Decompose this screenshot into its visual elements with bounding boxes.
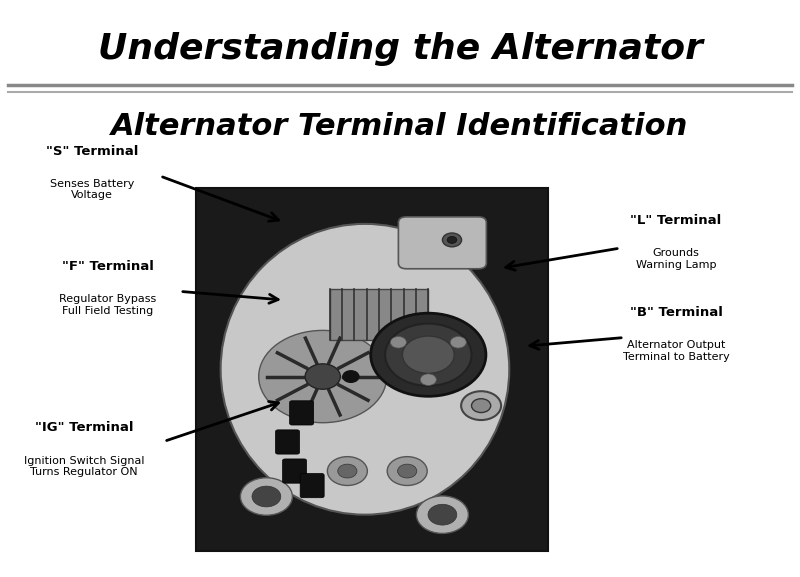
Text: Alternator Output
Terminal to Battery: Alternator Output Terminal to Battery	[622, 340, 730, 362]
Circle shape	[327, 456, 367, 485]
Ellipse shape	[416, 496, 469, 533]
Circle shape	[450, 336, 466, 348]
FancyBboxPatch shape	[398, 217, 486, 269]
FancyBboxPatch shape	[330, 289, 428, 340]
Text: Alternator Terminal Identification: Alternator Terminal Identification	[111, 113, 689, 141]
Circle shape	[338, 464, 357, 478]
Circle shape	[442, 233, 462, 247]
Text: "B" Terminal: "B" Terminal	[630, 306, 722, 319]
Circle shape	[402, 336, 454, 373]
Circle shape	[471, 399, 490, 413]
Ellipse shape	[240, 478, 293, 515]
Circle shape	[252, 486, 281, 507]
Circle shape	[390, 336, 406, 348]
Text: Regulator Bypass
Full Field Testing: Regulator Bypass Full Field Testing	[59, 294, 157, 316]
Circle shape	[305, 364, 340, 389]
Text: "S" Terminal: "S" Terminal	[46, 144, 138, 158]
Text: "F" Terminal: "F" Terminal	[62, 260, 154, 273]
Circle shape	[461, 391, 501, 420]
Circle shape	[428, 504, 457, 525]
Text: Ignition Switch Signal
Turns Regulator ON: Ignition Switch Signal Turns Regulator O…	[24, 456, 144, 477]
Text: Understanding the Alternator: Understanding the Alternator	[98, 32, 702, 66]
Ellipse shape	[221, 224, 510, 515]
FancyBboxPatch shape	[196, 188, 548, 551]
Circle shape	[258, 331, 386, 423]
FancyBboxPatch shape	[275, 430, 299, 454]
Text: "L" Terminal: "L" Terminal	[630, 213, 722, 227]
Text: Grounds
Warning Lamp: Grounds Warning Lamp	[636, 248, 716, 269]
Circle shape	[447, 237, 457, 243]
Circle shape	[385, 324, 471, 386]
Text: Senses Battery
Voltage: Senses Battery Voltage	[50, 179, 134, 200]
FancyBboxPatch shape	[300, 474, 324, 498]
Circle shape	[398, 464, 417, 478]
Text: "IG" Terminal: "IG" Terminal	[34, 421, 134, 434]
FancyBboxPatch shape	[282, 459, 306, 483]
Circle shape	[343, 371, 359, 383]
FancyBboxPatch shape	[290, 401, 314, 425]
Circle shape	[370, 313, 486, 396]
Circle shape	[420, 374, 436, 385]
Circle shape	[387, 456, 427, 485]
